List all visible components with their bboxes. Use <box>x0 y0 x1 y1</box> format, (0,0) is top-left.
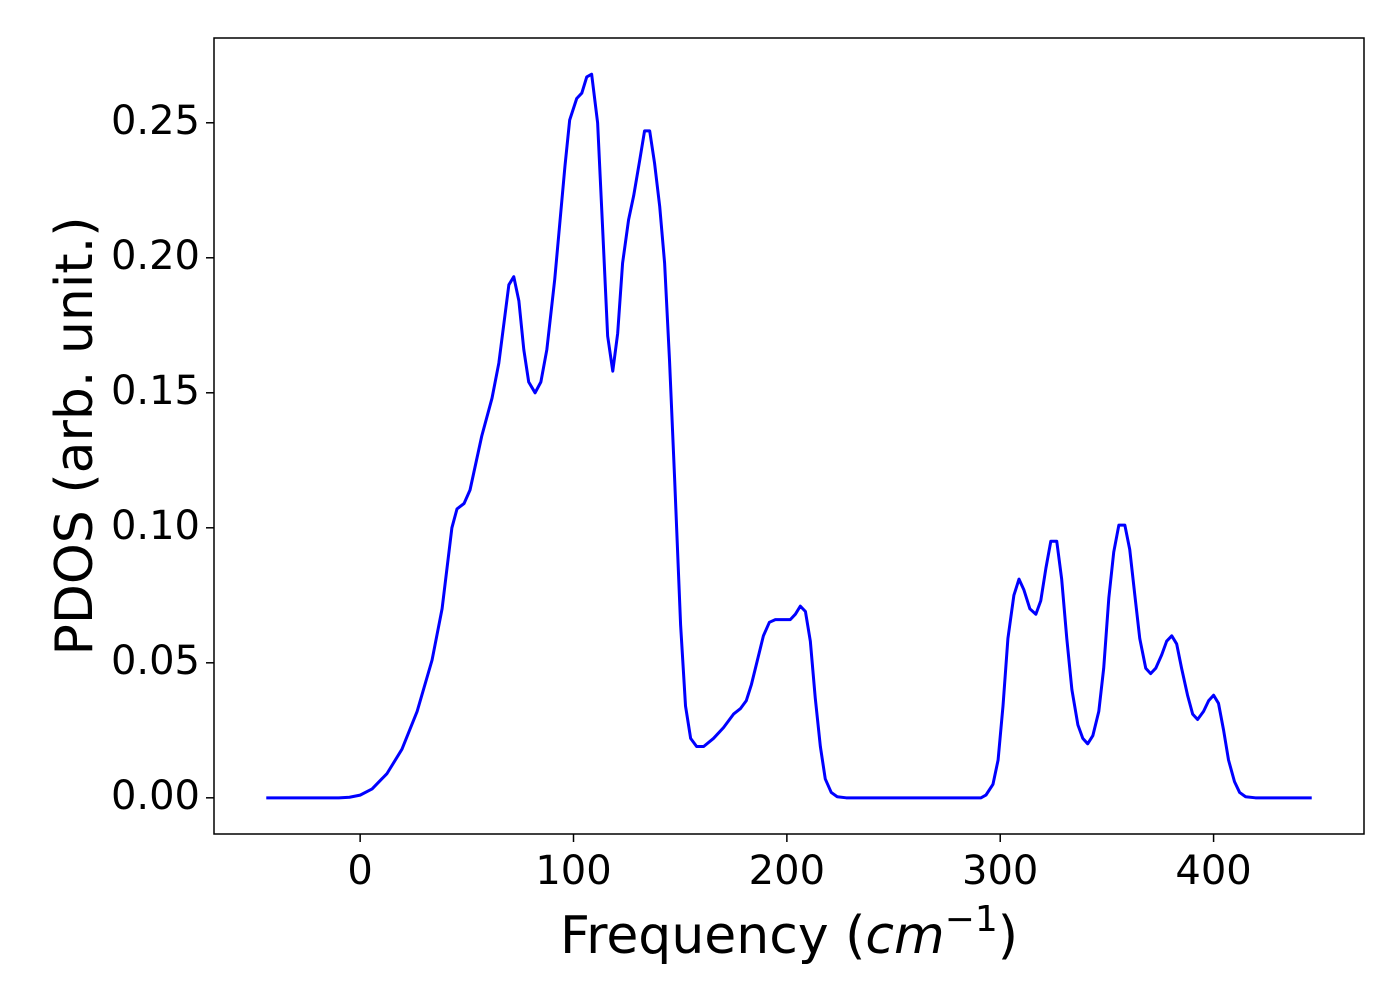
x-tick-label: 100 <box>535 848 611 894</box>
y-tick-label: 0.05 <box>111 638 200 684</box>
y-tick-label: 0.00 <box>111 773 200 819</box>
y-tick-label: 0.20 <box>111 233 200 279</box>
y-axis-label: PDOS (arb. unit.) <box>45 216 105 655</box>
y-tick-label: 0.15 <box>111 368 200 414</box>
x-label-text: Frequency ( <box>560 906 865 966</box>
x-tick-label: 400 <box>1175 848 1251 894</box>
x-label-math: cm <box>865 906 944 966</box>
x-label-close: ) <box>998 906 1018 966</box>
y-tick-label: 0.10 <box>111 503 200 549</box>
x-tick-label: 200 <box>749 848 825 894</box>
data-line <box>266 72 1312 800</box>
x-tick-label: 0 <box>347 848 372 894</box>
plot-frame <box>213 37 1365 835</box>
y-tick-label: 0.25 <box>111 98 200 144</box>
x-label-sup: −1 <box>945 899 998 940</box>
x-tick-label: 300 <box>962 848 1038 894</box>
x-axis-label: Frequency (cm−1) <box>560 899 1018 966</box>
